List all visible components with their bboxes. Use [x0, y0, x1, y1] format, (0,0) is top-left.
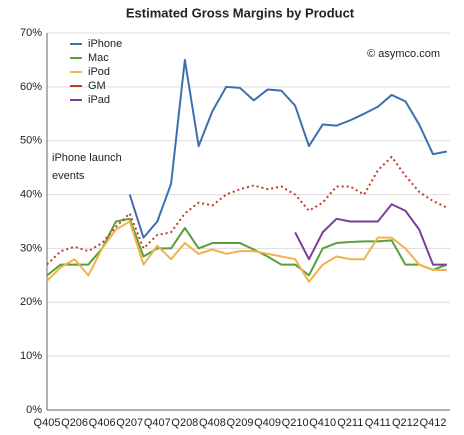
x-tick-label: Q411: [365, 417, 391, 429]
x-tick-label: Q209: [227, 417, 254, 429]
series-line: [46, 155, 448, 266]
y-tick-label: 20%: [20, 296, 42, 308]
series-line: [46, 220, 447, 283]
legend-label: iPod: [88, 66, 110, 78]
series-line: [294, 203, 447, 266]
annotation: events: [52, 170, 85, 182]
legend-label: GM: [88, 80, 106, 92]
chart-title: Estimated Gross Margins by Product: [126, 5, 355, 20]
x-tick-label: Q412: [420, 417, 447, 429]
x-tick-label: Q207: [116, 417, 143, 429]
x-tick-label: Q408: [199, 417, 226, 429]
y-tick-label: 60%: [20, 81, 42, 93]
x-tick-label: Q409: [254, 417, 281, 429]
x-tick-label: Q208: [171, 417, 198, 429]
x-tick-label: Q212: [392, 417, 419, 429]
y-tick-label: 30%: [20, 242, 42, 254]
x-tick-label: Q405: [34, 417, 61, 429]
y-tick-label: 70%: [20, 27, 42, 39]
y-tick-label: 40%: [20, 188, 42, 200]
annotation: iPhone launch: [52, 152, 122, 164]
y-tick-label: 10%: [20, 350, 42, 362]
x-tick-label: Q407: [144, 417, 171, 429]
x-tick-label: Q410: [309, 417, 336, 429]
x-tick-label: Q211: [337, 417, 363, 429]
x-tick-label: Q206: [61, 417, 88, 429]
legend-label: iPhone: [88, 38, 122, 50]
legend-label: iPad: [88, 94, 110, 106]
legend-label: Mac: [88, 52, 109, 64]
annotation: © asymco.com: [367, 48, 440, 60]
y-tick-label: 0%: [26, 404, 42, 416]
x-tick-label: Q406: [89, 417, 116, 429]
series-line: [46, 217, 448, 277]
series-line: [128, 58, 447, 239]
x-tick-label: Q210: [282, 417, 309, 429]
y-tick-label: 50%: [20, 135, 42, 147]
